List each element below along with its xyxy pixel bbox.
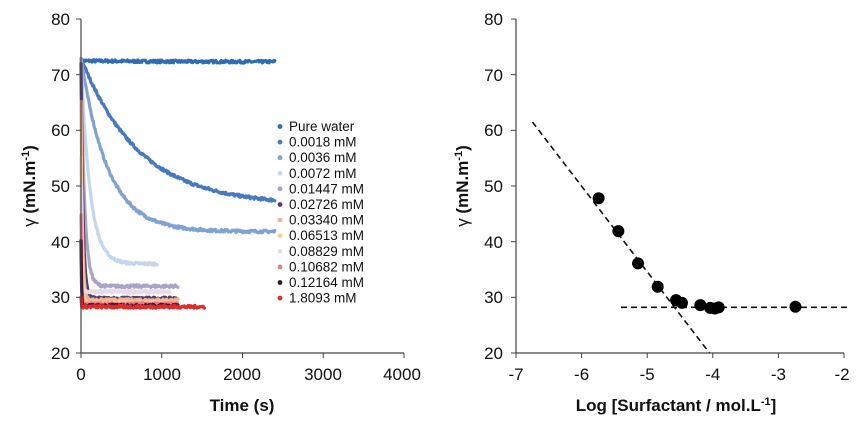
right-ytick-label: 30 — [484, 288, 503, 307]
data-point — [592, 192, 605, 205]
left-series-line — [79, 184, 172, 295]
right-x-axis-title-sup: -1 — [761, 396, 771, 408]
left-series-line — [79, 57, 277, 235]
legend-marker — [277, 233, 283, 239]
left-xtick-label: 0 — [76, 365, 85, 384]
right-y-axis-title-close: ) — [453, 145, 472, 151]
legend-marker — [277, 186, 283, 192]
right-xtick-label: -3 — [771, 365, 786, 384]
legend-marker — [277, 202, 283, 207]
legend-marker — [277, 170, 283, 176]
legend-label: 0.0036 mM — [289, 150, 357, 165]
legend-label: 1.8093 mM — [289, 291, 357, 306]
left-xtick-label: 1000 — [143, 365, 181, 384]
right-xtick-label: -5 — [640, 365, 655, 384]
fit-line — [531, 121, 711, 354]
data-point — [632, 257, 645, 270]
left-series-line — [79, 56, 180, 290]
data-point — [789, 300, 802, 313]
left-y-axis-title: γ (mN.m-1) — [20, 145, 39, 227]
right-xtick-label: -7 — [508, 365, 523, 384]
left-series-line — [79, 57, 277, 65]
right-x-axis-title-main: Log [Surfactant / mol.L — [576, 396, 761, 415]
left-y-axis-title-text: (mN.m — [20, 161, 39, 214]
data-point — [675, 296, 688, 309]
left-y-axis-title-symbol: γ — [20, 218, 39, 227]
legend-marker — [277, 155, 283, 161]
legend-marker — [277, 280, 283, 285]
legend-marker — [277, 295, 283, 301]
right-chart: 20 30 40 50 60 70 80 -7 -6 -5 -4 -3 -2 L… — [453, 10, 850, 415]
legend-label: 0.10682 mM — [289, 259, 364, 274]
data-point — [694, 299, 707, 312]
left-series-line — [79, 295, 206, 310]
right-xtick-label: -4 — [705, 365, 720, 384]
right-points-group — [592, 192, 802, 315]
right-ytick-label: 80 — [484, 10, 503, 29]
data-point — [651, 280, 664, 293]
right-tick-marks — [511, 18, 845, 358]
legend-label: 0.02726 mM — [289, 197, 364, 212]
legend-label: 0.08829 mM — [289, 244, 364, 259]
left-ytick-label: 50 — [51, 177, 70, 196]
right-x-axis-title: Log [Surfactant / mol.L-1] — [576, 396, 777, 415]
left-series-group — [79, 56, 277, 310]
left-ytick-label: 60 — [51, 121, 70, 140]
legend-marker — [277, 124, 283, 129]
left-series-line — [79, 56, 277, 203]
legend-marker — [277, 264, 283, 270]
left-y-axis-title-close: ) — [20, 145, 39, 151]
left-tick-marks — [76, 18, 405, 358]
legend-label: 0.01447 mM — [289, 181, 364, 196]
right-xtick-label: -2 — [834, 365, 849, 384]
right-ytick-label: 20 — [484, 344, 503, 363]
left-ytick-label: 30 — [51, 288, 70, 307]
legend-label: 0.0018 mM — [289, 135, 357, 150]
right-ytick-label: 50 — [484, 177, 503, 196]
data-point — [612, 225, 625, 238]
right-ytick-label: 70 — [484, 66, 503, 85]
legend-label: 0.12164 mM — [289, 275, 364, 290]
left-chart: 20 30 40 50 60 70 80 0 1000 2000 3000 40… — [20, 10, 421, 415]
left-ytick-label: 70 — [51, 66, 70, 85]
left-xtick-label: 2000 — [223, 365, 261, 384]
left-x-axis-title: Time (s) — [210, 396, 275, 415]
left-ytick-label: 80 — [51, 10, 70, 29]
right-y-axis-title: γ (mN.m-1) — [453, 145, 472, 227]
legend-label: Pure water — [289, 119, 355, 134]
data-point — [712, 301, 725, 314]
left-ytick-label: 20 — [51, 344, 70, 363]
left-y-axis-title-sup: -1 — [20, 151, 32, 161]
left-ytick-label: 40 — [51, 233, 70, 252]
right-x-axis-title-close: ] — [771, 396, 777, 415]
legend-label: 0.06513 mM — [289, 228, 364, 243]
left-xtick-label: 3000 — [304, 365, 342, 384]
right-xtick-label: -6 — [574, 365, 589, 384]
left-series-line — [79, 57, 159, 267]
legend-label: 0.03340 mM — [289, 213, 364, 228]
legend-marker — [277, 217, 283, 223]
right-ytick-label: 60 — [484, 121, 503, 140]
legend-marker — [277, 248, 283, 254]
right-y-axis-title-sup: -1 — [453, 151, 465, 161]
right-y-axis-title-symbol: γ — [453, 218, 472, 227]
legend-marker — [277, 139, 283, 145]
legend-label: 0.0072 mM — [289, 166, 357, 181]
right-ytick-label: 40 — [484, 233, 503, 252]
right-fit-lines — [531, 121, 848, 354]
left-xtick-label: 4000 — [383, 365, 421, 384]
right-y-axis-title-text: (mN.m — [453, 161, 472, 214]
